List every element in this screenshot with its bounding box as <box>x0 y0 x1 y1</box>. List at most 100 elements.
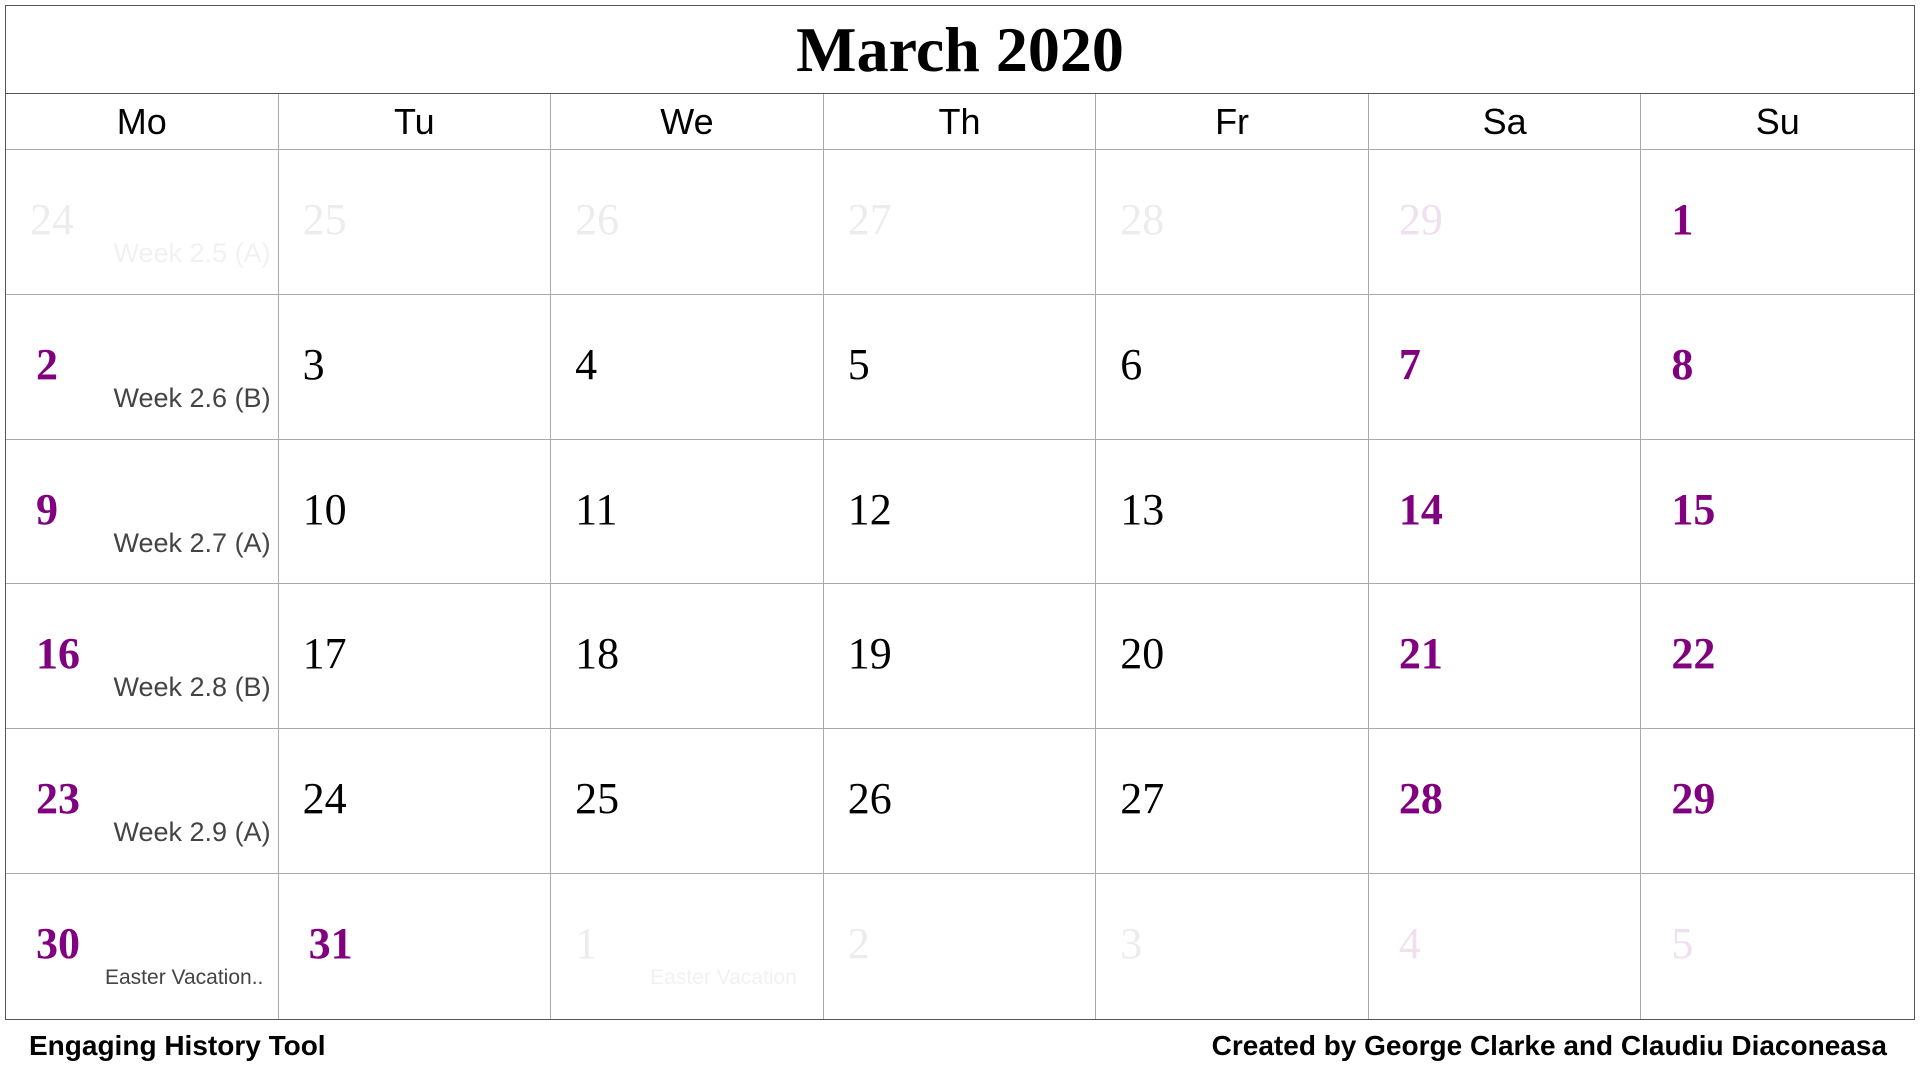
day-cell[interactable]: 15 <box>1641 440 1914 584</box>
day-cell[interactable]: 17 <box>279 584 552 729</box>
weekday-tuesday: Tu <box>279 94 552 149</box>
day-note: Week 2.5 (A) <box>113 238 271 268</box>
day-cell[interactable]: 11 <box>551 439 824 584</box>
day-number: 22 <box>1671 629 1716 679</box>
day-cell[interactable]: 10 <box>279 439 552 584</box>
day-cell[interactable]: 9 Week 2.7 (A) <box>6 439 279 584</box>
day-cell[interactable]: 8 <box>1641 295 1914 439</box>
week-row-2: 2 Week 2.6 (B) 3 4 5 6 7 8 <box>6 294 1914 440</box>
day-cell[interactable]: 28 <box>1369 729 1642 874</box>
day-note: Week 2.9 (A) <box>113 817 271 848</box>
day-cell[interactable]: 21 <box>1369 584 1642 729</box>
day-number: 15 <box>1671 484 1716 534</box>
footer-tool-name: Engaging History Tool <box>29 1030 326 1061</box>
day-number: 27 <box>847 195 892 244</box>
day-cell[interactable]: 16 Week 2.8 (B) <box>6 584 279 729</box>
day-cell[interactable]: 13 <box>1096 439 1369 584</box>
day-number: 1 <box>575 919 598 969</box>
day-cell[interactable]: 5 <box>824 294 1097 439</box>
day-cell[interactable]: 7 <box>1369 294 1642 439</box>
day-number: 2 <box>847 919 870 969</box>
day-number: 28 <box>1120 195 1165 244</box>
day-cell[interactable]: 1 Easter Vacation <box>551 874 824 1019</box>
day-number: 26 <box>847 774 892 824</box>
day-cell[interactable]: 4 <box>1369 874 1642 1019</box>
day-cell[interactable]: 4 <box>551 294 824 439</box>
week-row-5: 23 Week 2.9 (A) 24 25 26 27 28 29 <box>6 729 1914 875</box>
day-number: 25 <box>575 774 620 824</box>
day-number: 31 <box>308 919 353 969</box>
day-cell[interactable]: 18 <box>551 584 824 729</box>
day-cell[interactable]: 30 Easter Vacation.. <box>6 874 279 1019</box>
day-number: 4 <box>1398 919 1421 969</box>
week-row-4: 16 Week 2.8 (B) 17 18 19 20 21 22 <box>6 584 1914 730</box>
day-number: 29 <box>1398 195 1443 244</box>
day-cell[interactable]: 26 <box>551 150 824 294</box>
day-cell[interactable]: 5 <box>1641 874 1914 1019</box>
day-number: 3 <box>1120 919 1143 969</box>
day-number: 19 <box>847 629 892 679</box>
day-cell[interactable]: 25 <box>279 150 552 294</box>
day-number: 23 <box>36 774 80 824</box>
day-number: 11 <box>575 484 618 534</box>
day-number: 13 <box>1120 484 1165 534</box>
day-note: Easter Vacation.. <box>105 966 264 990</box>
day-cell[interactable]: 23 Week 2.9 (A) <box>6 729 279 874</box>
day-number: 5 <box>847 339 870 389</box>
day-number: 30 <box>36 919 80 969</box>
day-number: 26 <box>575 195 620 244</box>
day-cell[interactable]: 24 Week 2.5 (A) <box>6 150 279 294</box>
weekday-header-row: Mo Tu We Th Fr Sa Su <box>6 94 1914 150</box>
week-row-3: 9 Week 2.7 (A) 10 11 12 13 14 15 <box>6 439 1914 585</box>
day-cell[interactable]: 26 <box>824 729 1097 874</box>
day-note: Week 2.7 (A) <box>113 527 271 558</box>
day-cell[interactable]: 27 <box>824 150 1097 294</box>
day-cell[interactable]: 20 <box>1096 584 1369 729</box>
day-number: 29 <box>1671 774 1716 824</box>
day-number: 12 <box>847 484 892 534</box>
day-number: 4 <box>575 339 598 389</box>
day-cell[interactable]: 27 <box>1096 729 1369 874</box>
day-note: Week 2.6 (B) <box>113 382 271 413</box>
day-number: 25 <box>302 195 347 244</box>
week-row-1: 24 Week 2.5 (A) 25 26 27 28 29 1 <box>6 150 1914 295</box>
day-number: 6 <box>1120 339 1143 389</box>
day-note: Easter Vacation <box>650 966 797 990</box>
day-number: 27 <box>1120 774 1165 824</box>
day-number: 20 <box>1120 629 1165 679</box>
day-cell[interactable]: 24 <box>279 729 552 874</box>
day-cell[interactable]: 29 <box>1369 150 1642 294</box>
day-number: 7 <box>1398 339 1421 389</box>
day-number: 21 <box>1398 629 1443 679</box>
day-cell[interactable]: 29 <box>1641 729 1914 873</box>
weekday-sunday: Su <box>1755 100 1800 142</box>
day-cell[interactable]: 3 <box>279 294 552 439</box>
day-cell[interactable]: 6 <box>1096 294 1369 439</box>
day-cell[interactable]: 28 <box>1096 150 1369 294</box>
day-cell[interactable]: 25 <box>551 729 824 874</box>
weekday-saturday: Sa <box>1369 94 1642 149</box>
day-number: 8 <box>1671 339 1694 389</box>
day-cell[interactable]: 31 <box>279 874 552 1019</box>
day-cell[interactable]: 1 <box>1641 150 1914 294</box>
calendar-grid: March 2020 Mo Tu We Th Fr Sa Su 24 Week 2… <box>5 5 1915 1020</box>
calendar-title: March 2020 <box>6 6 1914 94</box>
day-number: 14 <box>1398 484 1443 534</box>
day-cell[interactable]: 2 <box>824 874 1097 1019</box>
day-cell[interactable]: 12 <box>824 439 1097 584</box>
day-cell[interactable]: 3 <box>1096 874 1369 1019</box>
day-number: 5 <box>1671 919 1694 969</box>
day-number: 28 <box>1398 774 1443 824</box>
day-number: 2 <box>36 339 58 389</box>
week-row-6: 30 Easter Vacation.. 31 1 Easter Vacation 2 3 4… <box>6 874 1914 1019</box>
weekday-monday: Mo <box>6 94 279 149</box>
day-number: 17 <box>302 629 347 679</box>
day-cell[interactable]: 22 <box>1641 584 1914 728</box>
day-cell[interactable]: 14 <box>1369 439 1642 584</box>
day-number: 24 <box>30 195 74 244</box>
day-number: 16 <box>36 629 80 679</box>
day-number: 10 <box>302 484 347 534</box>
day-cell[interactable]: 19 <box>824 584 1097 729</box>
day-cell[interactable]: 2 Week 2.6 (B) <box>6 294 279 439</box>
